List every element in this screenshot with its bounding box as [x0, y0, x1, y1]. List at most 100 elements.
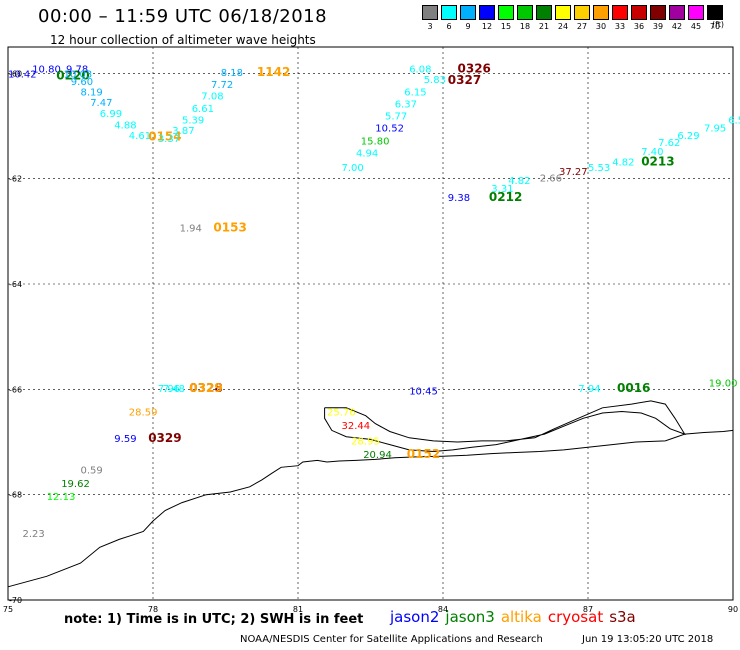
- pass-time-label: 0154: [148, 130, 181, 144]
- wave-height-label: 10.45: [409, 387, 438, 398]
- footer-credit: NOAA/NESDIS Center for Satellite Applica…: [240, 634, 543, 645]
- wave-height-label: 6.99: [100, 109, 122, 120]
- map-title: 00:00 – 11:59 UTC 06/18/2018: [38, 6, 328, 27]
- colorbar-label: 3: [427, 22, 433, 31]
- pass-time-label: 0153: [213, 220, 246, 234]
- colorbar-swatch: [707, 5, 723, 20]
- antarctic-coastline: [7, 429, 734, 588]
- colorbar-label: 30: [595, 22, 607, 31]
- wave-height-label: 19.62: [61, 479, 90, 490]
- colorbar-label: 21: [538, 22, 550, 31]
- wave-height-label: 4.82: [508, 176, 530, 187]
- wave-height-label: 2.23: [23, 529, 45, 540]
- wave-height-label: 9.60: [71, 77, 93, 88]
- colorbar-label: 18: [519, 22, 531, 31]
- pass-time-label: 0326: [458, 61, 491, 75]
- wave-height-label: 9.59: [114, 434, 136, 445]
- wave-height-label: 28.59: [129, 408, 158, 419]
- lat-tick-label: -70: [9, 596, 22, 605]
- wave-height-label: 7.48: [163, 384, 185, 395]
- pass-time-label: 0220: [56, 69, 89, 83]
- wave-height-label: 5.53: [588, 163, 610, 174]
- map-note: note: 1) Time is in UTC; 2) SWH is in fe…: [64, 612, 364, 627]
- map-grid: [7, 46, 734, 601]
- colorbar-swatch: [498, 5, 514, 20]
- wave-height-label: 6.08: [409, 64, 431, 75]
- wave-height-label: 7.94: [578, 384, 600, 395]
- axis-ticks: 75 78 81 84 87 90 -60 -62 -64 -66 -68 -70: [3, 69, 738, 614]
- wave-height-label: 9.78: [66, 64, 88, 75]
- lat-tick-label: -66: [9, 385, 22, 394]
- pass-time-label: 0327: [448, 73, 481, 87]
- colorbar-swatch: [555, 5, 571, 20]
- legend-item-s3a: s3a: [609, 608, 636, 626]
- wave-height-label: 3.87: [172, 126, 194, 137]
- colorbar-label: 33: [614, 22, 626, 31]
- colorbar-swatch: [612, 5, 628, 20]
- wave-height-label: 9.38: [448, 193, 470, 204]
- legend-item-jason2: jason2: [390, 608, 440, 626]
- lon-tick-label: 75: [3, 605, 13, 614]
- colorbar-swatch: [479, 5, 495, 20]
- map-frame: [7, 46, 734, 601]
- wave-height-label: 7.00: [342, 163, 364, 174]
- colorbar-swatch: [460, 5, 476, 20]
- pass-time-label: 0152: [407, 447, 440, 461]
- wave-height-label: 7.96: [158, 384, 180, 395]
- footer-timestamp: Jun 19 13:05:20 UTC 2018: [582, 634, 714, 645]
- colorbar-swatch: [669, 5, 685, 20]
- legend-item-altika: altika: [500, 608, 542, 626]
- wave-height-label: 4.82: [612, 158, 634, 169]
- pass-time-label: 0329: [148, 431, 181, 445]
- wave-height-label: 6.54: [728, 115, 740, 126]
- colorbar-unit: (ft): [712, 20, 725, 29]
- wave-height-label: 4.61: [129, 131, 151, 142]
- coastline: [7, 400, 734, 588]
- wave-height-label: 8.19: [81, 88, 103, 99]
- wave-height-label: 7.72: [211, 80, 233, 91]
- colorbar-swatch: [536, 5, 552, 20]
- colorbar-label: 9: [465, 22, 471, 31]
- wave-height-label: 3.31: [491, 184, 513, 195]
- wave-height-label: 20.94: [363, 450, 392, 461]
- colorbar-label: 39: [652, 22, 664, 31]
- lon-tick-label: 81: [293, 605, 303, 614]
- legend-item-jason3: jason3: [445, 608, 495, 626]
- colorbar-label: 27: [576, 22, 588, 31]
- colorbar-label: 36: [633, 22, 645, 31]
- wave-height-label: 10.80: [32, 64, 61, 75]
- satellite-legend: jason2 jason3 altika cryosat s3a: [390, 608, 642, 626]
- wave-height-label: 25.76: [327, 408, 356, 419]
- wave-height-label: 28.95: [351, 437, 380, 448]
- lon-tick-label: 84: [438, 605, 448, 614]
- colorbar-label: 45: [690, 22, 702, 31]
- wave-height-label: 19.00: [709, 379, 738, 390]
- wave-height-label: 5.77: [385, 112, 407, 123]
- pass-time-label: 0329: [189, 381, 222, 395]
- wave-height-label: 10.42: [8, 70, 37, 81]
- colorbar-label: 42: [671, 22, 683, 31]
- wave-height-label: 8.18: [221, 68, 243, 79]
- wave-height-label: 6.37: [395, 100, 417, 111]
- wave-height-label: 37.27: [559, 167, 588, 178]
- wave-height-label: 15.80: [361, 136, 390, 147]
- colorbar-swatch: [517, 5, 533, 20]
- wave-height-label: 12.13: [47, 492, 76, 503]
- lat-tick-label: -62: [9, 175, 22, 184]
- colorbar-swatch: [593, 5, 609, 20]
- colorbar-swatch: [574, 5, 590, 20]
- wave-height-label: 1.94: [180, 223, 202, 234]
- wave-height-label: 6.29: [677, 131, 699, 142]
- map-subtitle: 12 hour collection of altimeter wave hei…: [50, 33, 316, 47]
- wave-height-label: 5.39: [182, 115, 204, 126]
- lat-tick-label: -64: [9, 280, 22, 289]
- wave-height-label: 7.62: [658, 138, 680, 149]
- wave-height-label: 10.52: [375, 123, 404, 134]
- wave-height-label: 7.47: [90, 98, 112, 109]
- lon-tick-label: 78: [148, 605, 158, 614]
- ice-shelf-outline: [324, 400, 686, 453]
- wave-height-label: 3.37: [158, 134, 180, 145]
- wave-height-label: 4.88: [114, 121, 136, 132]
- colorbar-swatch: [631, 5, 647, 20]
